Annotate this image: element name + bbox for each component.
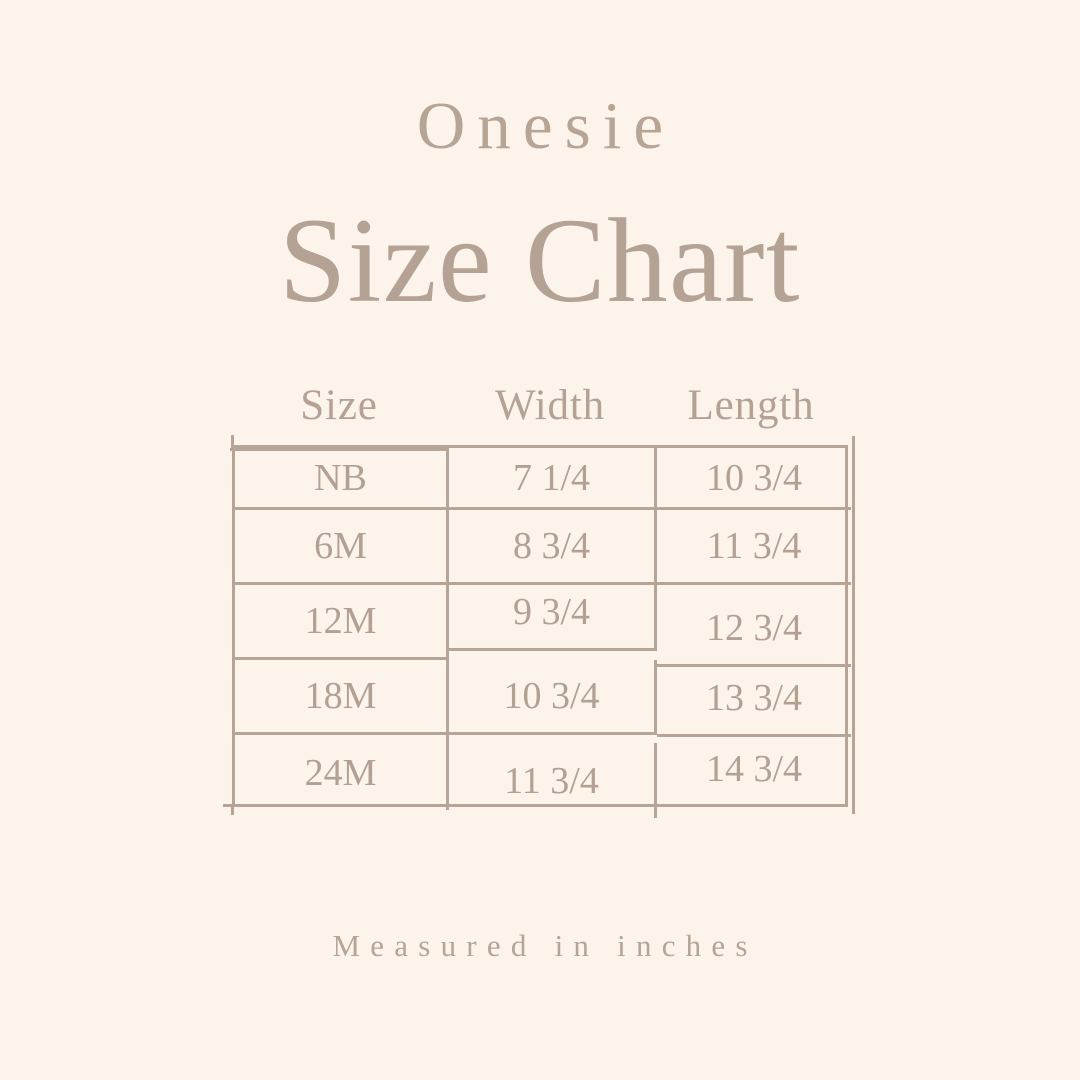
cell-length: 14 3/4: [705, 747, 803, 790]
hand-drawn-stroke-left-bottom: [231, 805, 234, 815]
cell-size: 18M: [235, 660, 449, 735]
cell-size: 6M: [235, 510, 449, 585]
cell-width: 10 3/4: [449, 660, 657, 735]
table-header-row: Size Width Length: [232, 381, 848, 430]
hand-drawn-stroke-right-double: [852, 436, 855, 814]
column-header-width: Width: [494, 382, 606, 429]
cell-width: 8 3/4: [449, 510, 657, 585]
cell-width: 7 1/4: [449, 448, 657, 510]
size-table-grid: NB 7 1/4 10 3/4 6M 8 3/4 11 3/4 12M 9 3/…: [232, 445, 851, 818]
page-title: Size Chart: [279, 194, 801, 328]
column-header-size: Size: [300, 382, 378, 429]
cell-size: 24M: [235, 735, 449, 810]
subtitle-onesie: Onesie: [416, 89, 676, 163]
cell-length: 12 3/4: [657, 592, 851, 667]
cell-size: NB: [235, 448, 449, 510]
cell-size: 12M: [235, 585, 449, 660]
cell-width: 11 3/4: [449, 743, 657, 818]
cell-length: 10 3/4: [657, 448, 851, 510]
column-header-length: Length: [687, 382, 815, 429]
cell-length: 11 3/4: [657, 510, 851, 585]
cell-length: 13 3/4: [657, 662, 851, 737]
hand-drawn-stroke-left-top: [231, 435, 234, 449]
cell-width: 9 3/4: [449, 576, 657, 651]
hand-drawn-stroke-top-jog: [230, 448, 448, 451]
size-table: NB 7 1/4 10 3/4 6M 8 3/4 11 3/4 12M 9 3/…: [223, 435, 855, 818]
hand-drawn-stroke-bottom-extend: [223, 804, 233, 807]
measurement-note: Measured in inches: [332, 928, 758, 963]
